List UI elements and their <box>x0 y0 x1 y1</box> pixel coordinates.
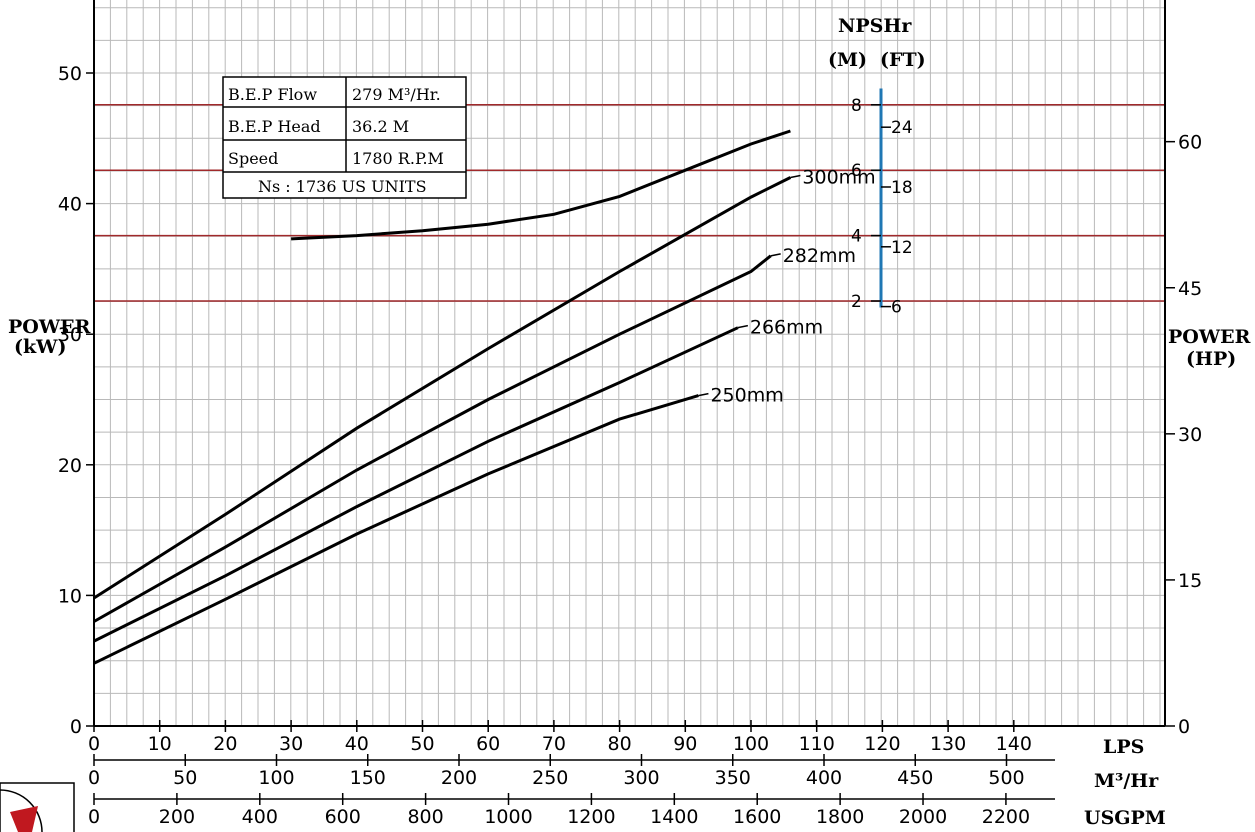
flow-tick-label: 1000 <box>484 806 532 828</box>
speed-value: 1780 R.P.M <box>352 149 444 168</box>
flow-tick-label: 600 <box>325 806 361 828</box>
flow-tick-label: 250 <box>532 767 568 789</box>
kw-tick-label: 20 <box>58 455 82 477</box>
npshr-unit-ft: (FT) <box>880 49 926 71</box>
kw-tick-label: 40 <box>58 194 82 216</box>
kw-tick-label: 50 <box>58 63 82 85</box>
power-curves: 300mm 282mm 266mm 250mm <box>93 166 876 665</box>
flow-tick-label: 400 <box>806 767 842 789</box>
flow-tick-label: 20 <box>213 733 237 755</box>
flow-tick-label: 0 <box>88 767 100 789</box>
flow-tick-label: 100 <box>733 733 769 755</box>
flow-tick-label: 100 <box>258 767 294 789</box>
flow-tick-label: 1400 <box>650 806 698 828</box>
flow-tick-label: 30 <box>279 733 303 755</box>
hp-tick-label: 60 <box>1178 132 1202 154</box>
flow-tick-label: 200 <box>159 806 195 828</box>
flow-tick-label: 800 <box>407 806 443 828</box>
flow-axes: LPS M³/Hr USGPM 0 10 20 30 40 50 60 70 80 90 100 11… <box>88 720 1166 829</box>
speed-label: Speed <box>228 149 278 168</box>
power-hp-label-line2: (HP) <box>1186 348 1236 370</box>
npshr-m-tick: 8 <box>851 96 862 116</box>
flow-tick-label: 130 <box>930 733 966 755</box>
power-hp-label-line1: POWER <box>1168 326 1251 348</box>
flow-tick-label: 50 <box>173 767 197 789</box>
npshr-ft-tick: 18 <box>891 178 913 198</box>
flow-tick-label: 300 <box>623 767 659 789</box>
kw-tick-label: 0 <box>70 716 82 738</box>
flow-tick-label: 0 <box>88 733 100 755</box>
bep-info-box: B.E.P Flow 279 M³/Hr. B.E.P Head 36.2 M … <box>222 76 467 199</box>
flow-tick-label: 110 <box>799 733 835 755</box>
company-logo <box>0 782 75 832</box>
hp-tick-label: 45 <box>1178 278 1202 300</box>
npshr-title: NPSHr <box>838 15 912 37</box>
info-box-frame <box>222 76 467 199</box>
bep-head-label: B.E.P Head <box>228 117 321 136</box>
usgpm-axis-label: USGPM <box>1084 807 1166 829</box>
series-label-266mm: 266mm <box>750 317 823 339</box>
kw-tick-label: 10 <box>58 585 82 607</box>
bep-flow-value: 279 M³/Hr. <box>352 85 441 104</box>
npshr-ft-tick: 12 <box>891 238 913 258</box>
npshr-unit-m: (M) <box>828 49 867 71</box>
m3hr-axis-label: M³/Hr <box>1094 770 1159 792</box>
power-curve-300mm <box>93 176 792 600</box>
power-kw-label-line1: POWER <box>8 316 91 338</box>
specific-speed-note: Ns : 1736 US UNITS <box>258 177 427 196</box>
flow-tick-label: 450 <box>897 767 933 789</box>
flow-tick-label: 50 <box>410 733 434 755</box>
npshr-m-tick: 6 <box>851 161 862 181</box>
series-label-282mm: 282mm <box>783 245 856 267</box>
flow-tick-label: 2200 <box>982 806 1030 828</box>
flow-tick-label: 350 <box>715 767 751 789</box>
flow-tick-label: 80 <box>608 733 632 755</box>
power-curve-266mm <box>93 326 739 643</box>
flow-tick-label: 1200 <box>567 806 615 828</box>
power-kw-axis: POWER (kW) 0 10 20 30 40 50 <box>8 63 94 738</box>
power-curve-282mm <box>93 254 772 623</box>
flow-tick-label: 500 <box>988 767 1024 789</box>
flow-tick-label: 140 <box>996 733 1032 755</box>
flow-tick-label: 1600 <box>733 806 781 828</box>
flow-tick-label: 90 <box>673 733 697 755</box>
hp-tick-label: 30 <box>1178 424 1202 446</box>
bep-flow-label: B.E.P Flow <box>228 85 317 104</box>
flow-tick-label: 1800 <box>816 806 864 828</box>
npshr-m-tick: 2 <box>851 292 862 312</box>
power-kw-label-line2: (kW) <box>14 336 66 358</box>
kw-tick-label: 30 <box>58 324 82 346</box>
power-curve-250mm <box>93 394 699 665</box>
npshr-ft-tick: 24 <box>891 118 913 138</box>
flow-tick-label: 120 <box>864 733 900 755</box>
series-label-250mm: 250mm <box>710 385 783 407</box>
flow-tick-label: 2000 <box>899 806 947 828</box>
npshr-curve <box>291 129 791 241</box>
flow-tick-label: 10 <box>148 733 172 755</box>
flow-tick-label: 70 <box>542 733 566 755</box>
hp-tick-label: 15 <box>1178 570 1202 592</box>
npshr-m-tick: 4 <box>851 227 862 247</box>
flow-tick-label: 60 <box>476 733 500 755</box>
flow-tick-label: 150 <box>350 767 386 789</box>
bep-head-value: 36.2 M <box>352 117 409 136</box>
series-label-300mm: 300mm <box>802 166 875 188</box>
lps-axis-label: LPS <box>1103 736 1144 758</box>
npshr-ft-tick: 6 <box>891 298 902 318</box>
flow-tick-label: 200 <box>441 767 477 789</box>
hp-tick-label: 0 <box>1178 716 1190 738</box>
flow-tick-label: 40 <box>345 733 369 755</box>
flow-tick-label: 0 <box>88 806 100 828</box>
flow-tick-label: 400 <box>242 806 278 828</box>
power-hp-axis: POWER (HP) 0 15 30 45 60 <box>1165 132 1251 738</box>
